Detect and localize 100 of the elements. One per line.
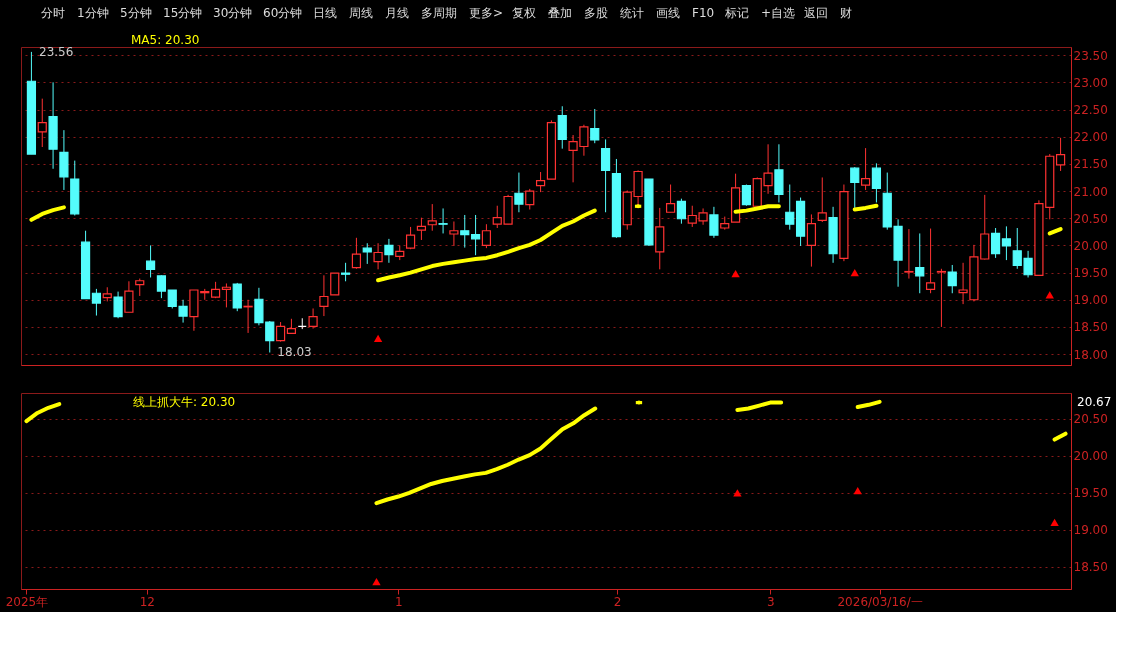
candlestick	[871, 162, 882, 203]
candlestick	[91, 288, 102, 317]
y-tick-label: 20.50	[1073, 412, 1108, 427]
y-tick-label: 22.50	[1073, 103, 1108, 118]
text: 60分钟	[263, 6, 303, 20]
text: 20.67	[1077, 395, 1112, 409]
x-tick-label: 12	[139, 594, 155, 609]
text: 叠加	[548, 6, 572, 20]
candlestick	[416, 217, 427, 241]
candlestick	[427, 203, 437, 232]
candlestick	[275, 321, 286, 343]
y-tick-label: 18.50	[1073, 560, 1108, 575]
text: 多股	[584, 6, 608, 20]
text: F10	[692, 6, 715, 20]
candlestick	[590, 108, 600, 144]
y-tick-label: 19.00	[1073, 523, 1108, 538]
candlestick	[817, 176, 827, 223]
text: 返回	[804, 6, 828, 20]
candlestick	[351, 237, 362, 270]
candlestick	[1055, 137, 1066, 172]
candlestick	[535, 171, 546, 193]
text: 多周期	[421, 6, 457, 20]
text: 统计	[620, 6, 644, 20]
candlestick	[124, 280, 134, 313]
candlestick	[990, 227, 1001, 259]
text: 分时	[41, 6, 65, 20]
point	[372, 577, 381, 586]
candlestick	[925, 228, 936, 294]
candlestick	[904, 228, 914, 280]
text: 画线	[656, 6, 680, 20]
y-tick-label: 21.00	[1073, 184, 1108, 199]
text: 周线	[349, 6, 373, 20]
text: 复权	[512, 6, 536, 20]
candlestick	[525, 188, 535, 211]
text: 日线	[313, 6, 337, 20]
candlestick	[438, 207, 448, 234]
candlestick	[221, 282, 232, 308]
candlestick	[1001, 225, 1012, 261]
x-tick-label: 1	[395, 594, 403, 609]
y-tick-label: 19.50	[1073, 266, 1108, 281]
text: 30分钟	[213, 6, 253, 20]
text: 更多>	[469, 6, 504, 20]
candlestick	[481, 223, 492, 249]
candlestick	[232, 282, 242, 312]
candlestick	[514, 172, 524, 213]
x-tick-label: 2026/03/16/一	[837, 594, 923, 609]
candlestick	[330, 272, 340, 296]
y-tick-label: 23.50	[1073, 48, 1108, 63]
candlestick	[947, 264, 957, 294]
y-tick-label: 18.50	[1073, 320, 1108, 335]
candlestick	[319, 274, 329, 317]
y-tick-label: 21.50	[1073, 157, 1108, 172]
text: 标记	[724, 6, 749, 20]
candlestick	[37, 98, 47, 148]
point	[853, 487, 862, 495]
candlestick	[665, 184, 676, 213]
point	[373, 334, 383, 342]
annotation: 23.56	[39, 44, 74, 59]
candlestick	[806, 213, 817, 268]
y-tick-label: 18.00	[1073, 347, 1108, 362]
x-tick-label: 2025年	[5, 594, 49, 609]
candlestick	[785, 184, 795, 231]
candlestick	[600, 138, 611, 213]
candlestick	[470, 214, 481, 256]
candlestick	[850, 166, 860, 209]
point	[850, 268, 859, 277]
text: 5分钟	[120, 6, 152, 20]
text: 1分钟	[77, 6, 109, 20]
x-tick-label: 2	[613, 594, 622, 609]
candlestick	[156, 274, 167, 299]
y-tick-label: 20.50	[1073, 211, 1108, 226]
y-tick-label: 19.00	[1073, 293, 1108, 308]
x-tick-label: 3	[766, 594, 775, 609]
candlestick	[340, 262, 351, 282]
y-tick-label: 20.00	[1073, 449, 1108, 464]
candlestick	[460, 214, 470, 249]
candlestick	[113, 291, 123, 319]
candlestick	[449, 220, 459, 247]
text: MA5: 20.30	[131, 33, 200, 47]
y-tick-label: 23.00	[1073, 75, 1108, 90]
candlestick	[308, 307, 318, 330]
candlestick	[676, 198, 687, 225]
text: 财	[840, 6, 852, 20]
annotation: 18.03	[277, 345, 312, 360]
candlestick	[384, 238, 394, 264]
text: 线上抓大牛: 20.30	[133, 395, 236, 409]
candlestick	[936, 268, 947, 328]
y-tick-label: 22.00	[1073, 130, 1108, 145]
candlestick	[362, 242, 372, 265]
candlestick	[373, 242, 383, 270]
candlestick	[709, 206, 719, 239]
text: +自选	[761, 6, 796, 20]
point	[1050, 518, 1059, 527]
y-tick-label: 20.00	[1073, 238, 1108, 253]
candlestick	[557, 105, 567, 150]
y-tick-label: 19.50	[1073, 486, 1108, 501]
candlestick	[145, 244, 156, 278]
text: 月线	[385, 6, 409, 20]
candlestick	[860, 147, 871, 191]
candlestick	[915, 232, 925, 294]
